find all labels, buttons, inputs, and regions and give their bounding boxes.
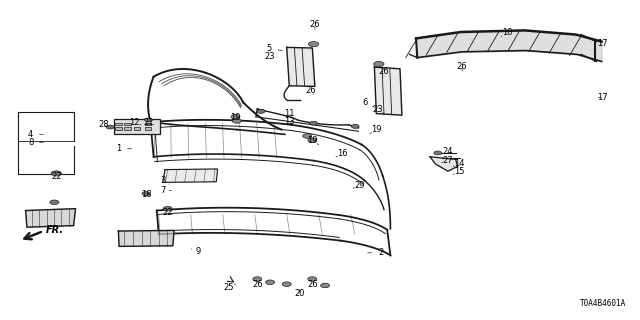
Bar [115,123,122,125]
Circle shape [310,121,317,125]
Text: 17: 17 [598,39,608,48]
Circle shape [308,138,317,142]
Text: 26: 26 [305,86,316,95]
Text: 9: 9 [196,247,201,256]
Text: 23: 23 [372,105,383,114]
Bar [124,127,131,130]
Text: 13: 13 [284,117,294,126]
Text: 1: 1 [116,144,121,153]
Circle shape [145,118,152,122]
Text: 26: 26 [379,67,389,76]
Circle shape [142,192,150,196]
Text: 22: 22 [163,208,173,217]
Circle shape [253,277,262,281]
Circle shape [282,282,291,286]
Bar [134,127,140,130]
Circle shape [232,119,241,123]
Circle shape [257,109,265,113]
Text: 7: 7 [161,186,166,195]
Circle shape [303,134,312,138]
Circle shape [434,151,442,155]
Circle shape [308,42,319,47]
Bar [145,127,151,130]
Text: 19: 19 [371,125,381,134]
Circle shape [321,283,330,288]
Text: 22: 22 [51,172,61,181]
Circle shape [163,206,172,211]
Text: T0A4B4601A: T0A4B4601A [580,299,626,308]
Polygon shape [430,157,458,171]
Text: FR.: FR. [46,225,64,236]
Circle shape [106,125,114,129]
Text: 25: 25 [224,283,234,292]
Bar [124,123,131,125]
Text: 28: 28 [99,120,109,129]
Circle shape [266,280,275,284]
Text: 17: 17 [598,93,608,102]
Text: 26: 26 [252,280,262,289]
Circle shape [231,115,240,119]
Text: 23: 23 [265,52,275,60]
Polygon shape [287,47,315,86]
Circle shape [51,171,61,176]
Circle shape [351,124,359,128]
Text: 10: 10 [502,28,512,36]
Text: 11: 11 [284,109,294,118]
Text: 19: 19 [307,136,317,145]
Text: 12: 12 [129,118,140,127]
Text: 14: 14 [454,159,465,168]
Text: 2: 2 [378,248,383,257]
Circle shape [308,277,317,281]
Circle shape [50,200,59,204]
Polygon shape [118,230,174,246]
Text: 16: 16 [337,149,348,158]
Text: 24: 24 [443,147,453,156]
Text: 26: 26 [310,20,320,29]
Text: 19: 19 [230,113,241,122]
Text: 8: 8 [28,138,33,147]
Text: 3: 3 [161,176,166,185]
Bar [145,123,151,125]
Text: 27: 27 [443,156,453,165]
Polygon shape [163,169,218,182]
Text: 15: 15 [454,167,465,176]
Bar [114,119,160,134]
Text: 26: 26 [307,280,317,289]
Text: 6: 6 [362,98,367,107]
Text: 26: 26 [457,62,467,71]
Bar [115,127,122,130]
Text: 29: 29 [355,181,365,190]
Text: 5: 5 [266,44,271,52]
Polygon shape [374,67,402,115]
Circle shape [374,61,384,67]
Polygon shape [26,209,76,227]
Text: 18: 18 [141,190,151,199]
Text: 4: 4 [28,130,33,139]
Text: 20: 20 [294,289,305,298]
Text: 21: 21 [143,118,154,127]
